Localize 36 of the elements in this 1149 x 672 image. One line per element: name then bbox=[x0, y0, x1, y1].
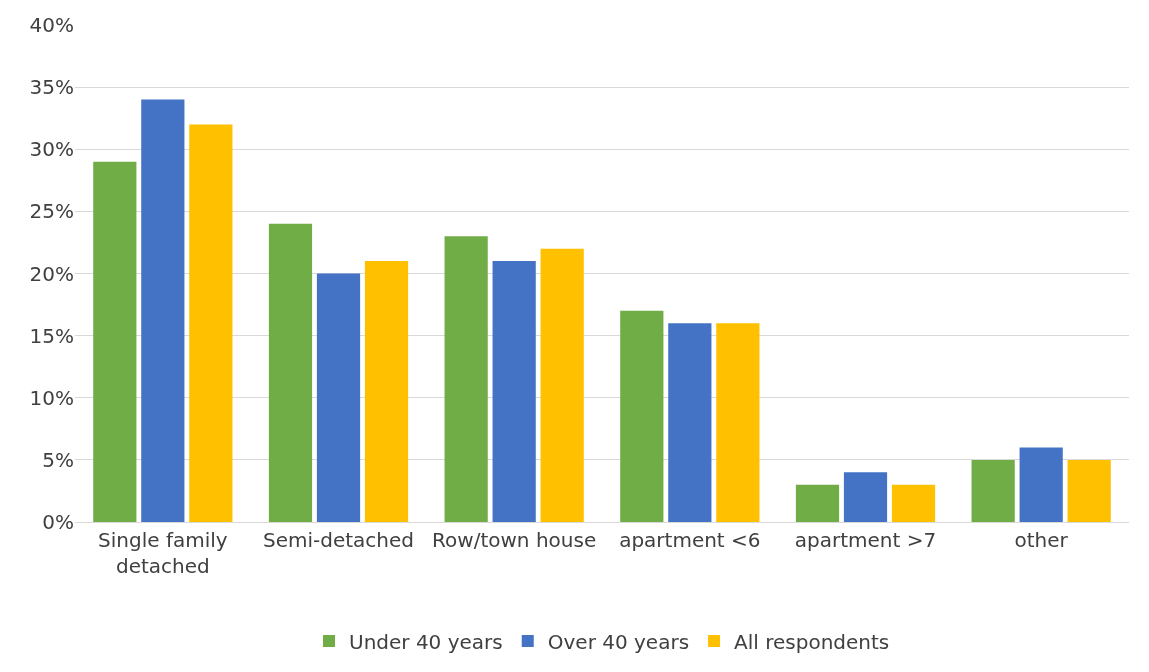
bar bbox=[492, 261, 536, 522]
bar bbox=[444, 236, 488, 522]
bar bbox=[93, 161, 137, 522]
bar bbox=[716, 323, 760, 522]
legend-label: Over 40 years bbox=[547, 629, 690, 654]
bar bbox=[1019, 447, 1063, 522]
bar bbox=[316, 273, 361, 522]
bar bbox=[668, 323, 712, 522]
bar bbox=[620, 310, 664, 522]
bar bbox=[891, 484, 936, 522]
y-tick-label: 35% bbox=[29, 75, 74, 100]
bar bbox=[1067, 459, 1111, 522]
y-tick-label: 5% bbox=[42, 447, 74, 472]
y-tick-label: 20% bbox=[29, 261, 74, 286]
x-tick-label: Row/town house bbox=[432, 528, 597, 552]
x-tick-label: apartment >7 bbox=[794, 528, 937, 552]
x-tick-label: Semi-detached bbox=[262, 528, 415, 552]
legend-label: Under 40 years bbox=[349, 629, 503, 654]
bar bbox=[795, 484, 840, 522]
x-tick-label: apartment <6 bbox=[619, 528, 761, 552]
y-tick-label: 10% bbox=[29, 385, 74, 410]
y-tick-label: 15% bbox=[29, 323, 74, 348]
bar bbox=[141, 99, 185, 522]
x-tick-label: Single family detached bbox=[98, 528, 228, 578]
bar bbox=[189, 124, 233, 522]
bar bbox=[843, 472, 888, 522]
y-tick-label: 0% bbox=[42, 510, 74, 534]
bar bbox=[971, 459, 1015, 522]
legend-label: All respondents bbox=[734, 629, 890, 654]
bar bbox=[268, 223, 313, 522]
bar bbox=[364, 261, 409, 522]
y-tick-label: 40% bbox=[29, 13, 74, 37]
y-tick-label: 30% bbox=[29, 137, 74, 162]
bar bbox=[540, 248, 584, 522]
y-tick-label: 25% bbox=[29, 199, 74, 224]
x-tick-label: other bbox=[1014, 528, 1069, 552]
